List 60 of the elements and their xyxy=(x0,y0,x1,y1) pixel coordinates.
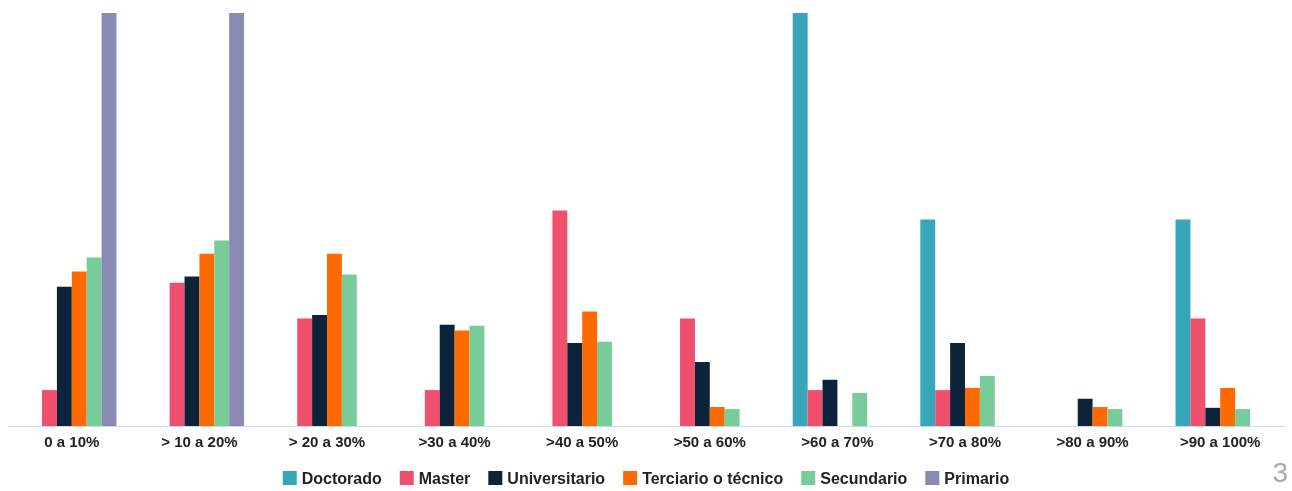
legend-label: Secundario xyxy=(820,469,908,487)
bar xyxy=(229,13,245,426)
bar xyxy=(214,240,230,426)
bar xyxy=(979,376,995,426)
bar xyxy=(567,342,583,426)
bar xyxy=(807,390,823,426)
bar xyxy=(169,282,185,426)
legend-label: Doctorado xyxy=(301,469,382,487)
bar xyxy=(101,13,117,426)
bar xyxy=(1092,407,1108,426)
bar xyxy=(341,274,357,426)
bar xyxy=(312,314,327,426)
bar xyxy=(852,392,868,426)
bar xyxy=(680,318,695,426)
bar xyxy=(582,311,598,426)
bar xyxy=(950,342,965,426)
bar xyxy=(1220,388,1236,426)
bar xyxy=(199,253,215,426)
bar xyxy=(327,253,342,426)
x-tick-label: >30 a 40% xyxy=(418,433,491,450)
bar xyxy=(297,318,313,426)
x-tick-label: >80 a 90% xyxy=(1056,433,1129,450)
bar xyxy=(1205,407,1221,426)
bar xyxy=(469,325,485,426)
text: 3 xyxy=(1272,457,1288,489)
x-tick-label: >90 a 100% xyxy=(1179,433,1261,450)
bar xyxy=(792,13,808,426)
legend-label: Primario xyxy=(944,469,1010,487)
x-tick-label: 0 a 10% xyxy=(44,433,100,450)
bar xyxy=(822,379,838,426)
bar xyxy=(1107,409,1123,426)
bar xyxy=(1190,318,1206,426)
bar xyxy=(1235,409,1250,426)
bar xyxy=(42,390,57,426)
bar xyxy=(71,271,87,426)
x-tick-label: >60 a 70% xyxy=(801,433,874,450)
bar xyxy=(1077,398,1093,426)
legend-label: Universitario xyxy=(507,469,606,487)
bar xyxy=(552,210,568,426)
bar xyxy=(1175,219,1191,426)
bar xyxy=(935,390,951,426)
bar xyxy=(709,407,725,426)
bar xyxy=(184,276,200,426)
x-tick-label: > 20 a 30% xyxy=(288,433,366,450)
legend-label: Master xyxy=(418,469,471,487)
bar xyxy=(424,390,440,426)
bar xyxy=(454,330,470,426)
x-tick-label: > 10 a 20% xyxy=(161,433,238,450)
bar xyxy=(56,286,72,426)
bar xyxy=(86,257,102,426)
x-tick-label: >40 a 50% xyxy=(546,433,619,450)
bar xyxy=(597,341,612,426)
bar xyxy=(920,219,936,426)
bar xyxy=(439,324,455,426)
x-tick-label: >50 a 60% xyxy=(673,433,746,450)
bar xyxy=(965,388,980,426)
legend-label: Terciario o técnico xyxy=(642,469,784,487)
bar xyxy=(724,409,740,426)
x-tick-label: >70 a 80% xyxy=(928,433,1002,450)
bar xyxy=(694,361,710,426)
